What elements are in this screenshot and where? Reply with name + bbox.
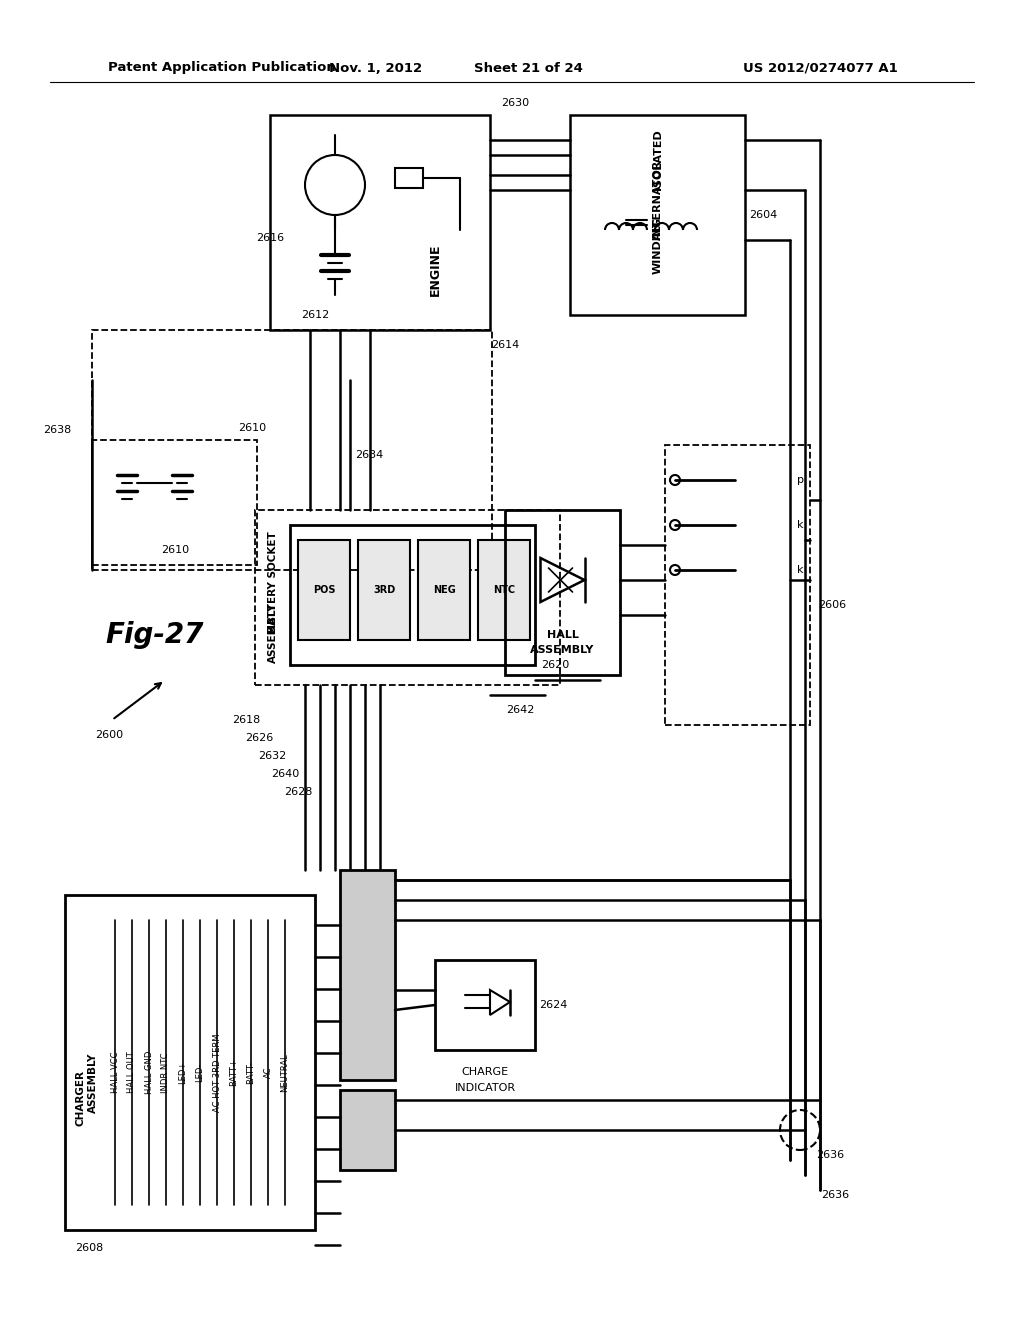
Bar [92, 330, 492, 570]
Text: NEG: NEG [432, 585, 456, 595]
Text: 2636: 2636 [821, 1191, 849, 1200]
Bar [340, 870, 395, 1080]
Text: 2610: 2610 [238, 422, 266, 433]
Bar [270, 115, 490, 330]
Text: k: k [797, 565, 803, 576]
Text: BATT-: BATT- [247, 1061, 256, 1084]
Text: 2636: 2636 [816, 1150, 844, 1160]
Text: HALL: HALL [547, 630, 579, 640]
Text: 2618: 2618 [232, 715, 260, 725]
Bar [65, 895, 315, 1230]
Text: US 2012/0274077 A1: US 2012/0274077 A1 [742, 62, 897, 74]
Text: Sheet 21 of 24: Sheet 21 of 24 [473, 62, 583, 74]
Text: AC HOT 3RD TERM: AC HOT 3RD TERM [213, 1034, 221, 1111]
Text: CHARGER: CHARGER [75, 1069, 85, 1126]
Text: HALL VCC: HALL VCC [111, 1052, 120, 1093]
Text: 2640: 2640 [271, 770, 299, 779]
Text: WINDING: WINDING [652, 216, 663, 273]
Text: 2642: 2642 [506, 705, 535, 715]
Text: ASSEMBLY: ASSEMBLY [268, 602, 278, 663]
Text: CHARGE: CHARGE [462, 1067, 509, 1077]
Text: 2628: 2628 [284, 787, 312, 797]
Bar [290, 525, 535, 665]
Text: ASSEMBLY: ASSEMBLY [530, 645, 595, 655]
Bar [478, 540, 530, 640]
Text: 2634: 2634 [355, 450, 383, 459]
Text: 2620: 2620 [541, 660, 569, 671]
Text: 2600: 2600 [95, 730, 123, 741]
Text: BATTERY SOCKET: BATTERY SOCKET [268, 532, 278, 634]
Bar [665, 445, 810, 725]
Text: INDICATOR: INDICATOR [455, 1082, 515, 1093]
Text: ISOLATED: ISOLATED [652, 129, 663, 190]
Text: 2626: 2626 [245, 733, 273, 743]
Text: 2614: 2614 [490, 341, 519, 350]
Text: ALTERNATOR: ALTERNATOR [652, 160, 663, 240]
Text: 2608: 2608 [75, 1243, 103, 1253]
Text: 2604: 2604 [749, 210, 777, 220]
Text: 2638: 2638 [43, 425, 71, 436]
Text: 2610: 2610 [161, 545, 189, 554]
Text: k: k [797, 520, 803, 531]
Text: HALL GND: HALL GND [144, 1051, 154, 1094]
Text: Nov. 1, 2012: Nov. 1, 2012 [330, 62, 423, 74]
Text: HALL OUT: HALL OUT [128, 1052, 136, 1093]
Text: Fig-27: Fig-27 [105, 620, 204, 649]
Text: 2624: 2624 [539, 1001, 567, 1010]
Text: 3RD: 3RD [373, 585, 395, 595]
Text: POS: POS [312, 585, 335, 595]
Text: Patent Application Publication: Patent Application Publication [108, 62, 336, 74]
Bar [395, 168, 423, 187]
Text: 2606: 2606 [818, 601, 846, 610]
Bar [505, 510, 620, 675]
Bar [435, 960, 535, 1049]
Text: LED+: LED+ [178, 1061, 187, 1084]
Text: AC: AC [263, 1067, 272, 1078]
Text: ENGINE: ENGINE [428, 244, 441, 296]
Text: 2630: 2630 [501, 98, 529, 108]
Text: 2616: 2616 [256, 234, 284, 243]
Text: NTC: NTC [493, 585, 515, 595]
Bar [340, 1090, 395, 1170]
Text: NEUTRAL: NEUTRAL [281, 1053, 290, 1092]
Bar [298, 540, 350, 640]
Bar [418, 540, 470, 640]
Text: INDR NTC: INDR NTC [162, 1052, 171, 1093]
Text: 2632: 2632 [258, 751, 287, 762]
Text: ASSEMBLY: ASSEMBLY [88, 1052, 98, 1113]
Text: BATT+: BATT+ [229, 1059, 239, 1086]
Bar [570, 115, 745, 315]
Text: LED-: LED- [196, 1063, 205, 1082]
Bar [92, 440, 257, 565]
Bar [358, 540, 410, 640]
Bar [255, 510, 560, 685]
Text: 2612: 2612 [301, 310, 329, 319]
Text: p: p [797, 475, 804, 484]
